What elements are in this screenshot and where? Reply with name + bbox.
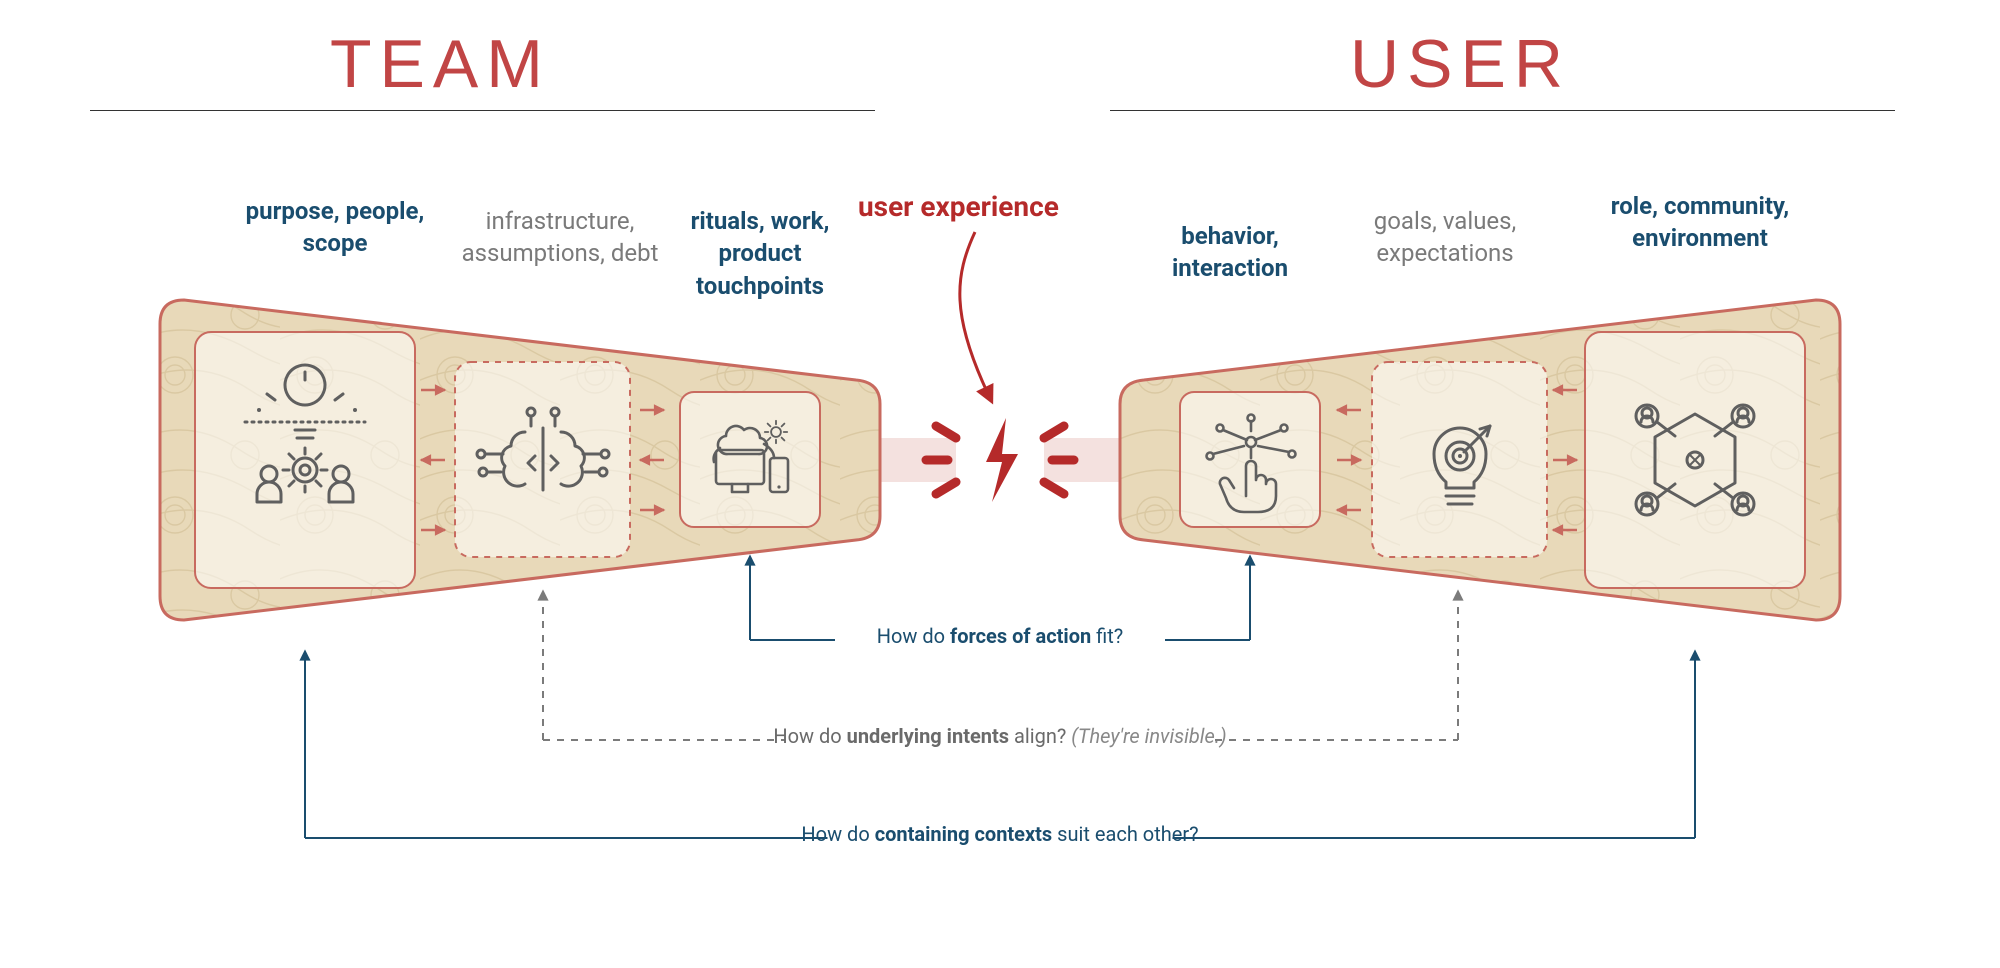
question-label-intents: How do underlying intents align? (They'r…	[650, 724, 1350, 748]
box-purpose	[195, 332, 415, 588]
col-label-role: role, community,environment	[1560, 190, 1840, 255]
box-goals	[1372, 362, 1547, 557]
title-user: USER	[1350, 25, 1571, 103]
box-role	[1585, 332, 1805, 588]
ux-label: user experience	[858, 190, 1059, 223]
col-label-goals: goals, values,expectations	[1315, 205, 1575, 270]
title-team-line	[90, 110, 875, 111]
col-label-rituals: rituals, work,producttouchpoints	[640, 205, 880, 302]
box-rituals	[680, 392, 820, 527]
col-label-behavior: behavior,interaction	[1120, 220, 1340, 285]
box-infra	[455, 362, 630, 557]
question-connectors	[305, 560, 1695, 838]
question-label-forces: How do forces of action fit?	[650, 624, 1350, 648]
title-team: TEAM	[330, 25, 551, 103]
ux-arrow	[960, 232, 990, 398]
question-label-contexts: How do containing contexts suit each oth…	[650, 822, 1350, 846]
box-behavior	[1180, 392, 1320, 527]
spark-icon	[926, 418, 1074, 502]
title-user-line	[1110, 110, 1895, 111]
